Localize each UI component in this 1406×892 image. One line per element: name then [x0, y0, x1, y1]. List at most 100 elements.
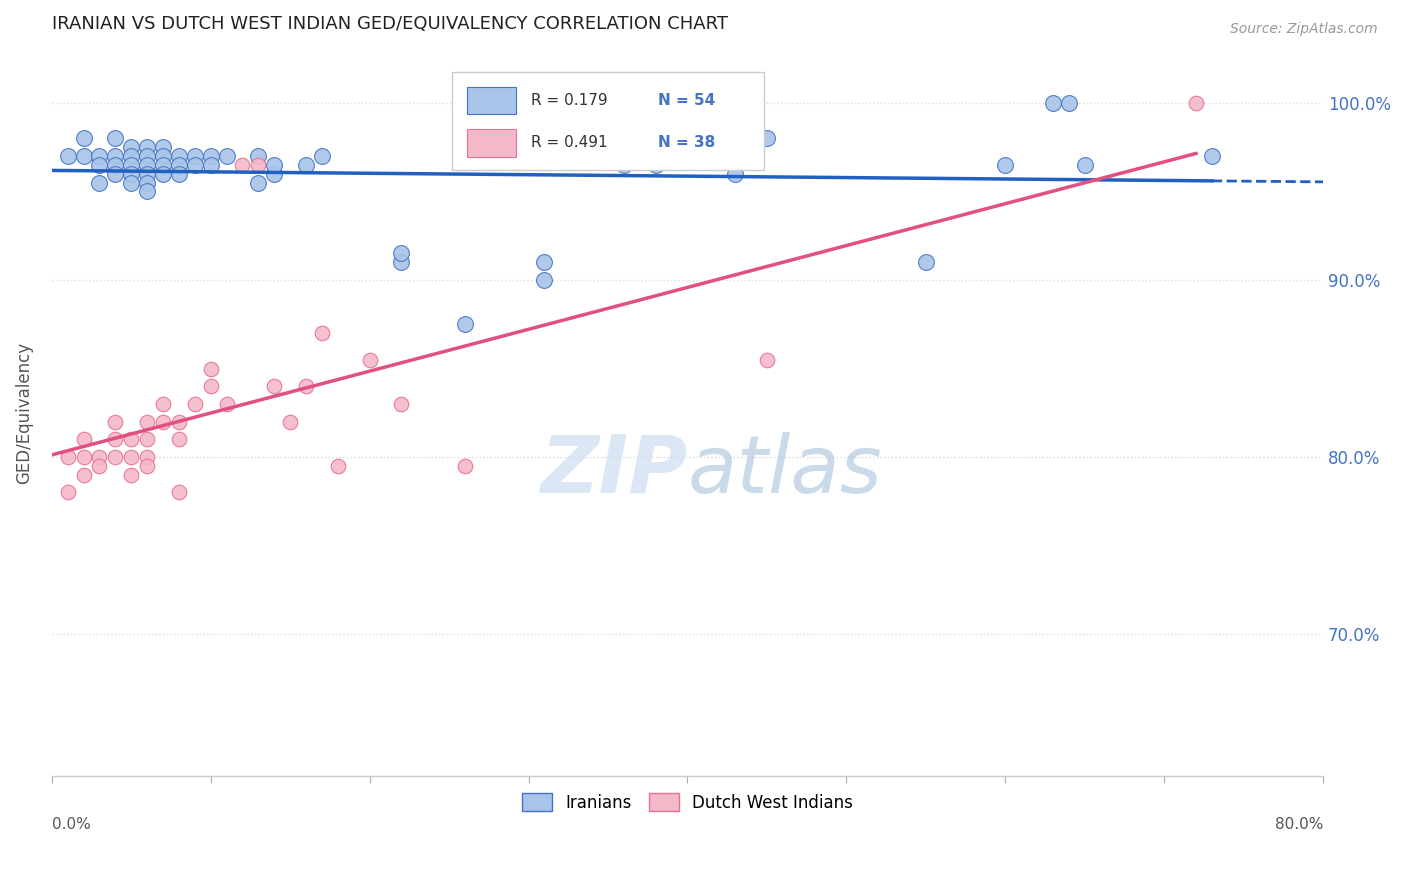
- Point: [295, 379, 318, 393]
- Point: [72, 433, 94, 447]
- Point: [1185, 95, 1208, 110]
- Point: [295, 158, 318, 172]
- Text: 0.0%: 0.0%: [52, 817, 90, 832]
- Point: [72, 131, 94, 145]
- Point: [136, 140, 159, 154]
- Point: [89, 458, 111, 473]
- Text: 80.0%: 80.0%: [1275, 817, 1323, 832]
- Point: [136, 167, 159, 181]
- Text: N = 38: N = 38: [658, 136, 716, 150]
- Point: [152, 397, 174, 411]
- Point: [104, 131, 127, 145]
- Text: Source: ZipAtlas.com: Source: ZipAtlas.com: [1230, 22, 1378, 37]
- Point: [263, 158, 285, 172]
- Point: [359, 352, 381, 367]
- Point: [120, 433, 142, 447]
- Point: [914, 255, 936, 269]
- Point: [200, 149, 222, 163]
- Text: R = 0.179: R = 0.179: [531, 93, 607, 108]
- Text: IRANIAN VS DUTCH WEST INDIAN GED/EQUIVALENCY CORRELATION CHART: IRANIAN VS DUTCH WEST INDIAN GED/EQUIVAL…: [52, 15, 728, 33]
- Point: [56, 485, 79, 500]
- Point: [247, 149, 270, 163]
- Text: R = 0.491: R = 0.491: [531, 136, 607, 150]
- FancyBboxPatch shape: [453, 71, 763, 169]
- Point: [89, 149, 111, 163]
- Point: [136, 185, 159, 199]
- Point: [120, 450, 142, 464]
- Point: [152, 149, 174, 163]
- Point: [247, 158, 270, 172]
- Point: [136, 415, 159, 429]
- Point: [247, 176, 270, 190]
- Point: [533, 273, 555, 287]
- Point: [454, 318, 477, 332]
- Point: [215, 149, 238, 163]
- Point: [1057, 95, 1080, 110]
- Text: N = 54: N = 54: [658, 93, 716, 108]
- Point: [184, 397, 207, 411]
- Point: [104, 433, 127, 447]
- Point: [167, 149, 190, 163]
- Point: [724, 167, 747, 181]
- Point: [167, 167, 190, 181]
- Point: [120, 140, 142, 154]
- Text: ZIP: ZIP: [540, 432, 688, 510]
- Point: [311, 326, 333, 340]
- Point: [72, 149, 94, 163]
- Point: [136, 450, 159, 464]
- Point: [120, 467, 142, 482]
- Point: [120, 158, 142, 172]
- Point: [56, 450, 79, 464]
- Point: [231, 158, 253, 172]
- Point: [167, 158, 190, 172]
- Point: [613, 158, 636, 172]
- Point: [184, 158, 207, 172]
- Point: [644, 158, 666, 172]
- Point: [136, 433, 159, 447]
- Point: [389, 255, 412, 269]
- Point: [152, 140, 174, 154]
- Point: [167, 485, 190, 500]
- Point: [389, 246, 412, 260]
- Y-axis label: GED/Equivalency: GED/Equivalency: [15, 342, 32, 483]
- Point: [104, 149, 127, 163]
- Point: [89, 450, 111, 464]
- Point: [152, 415, 174, 429]
- Point: [89, 176, 111, 190]
- Point: [200, 379, 222, 393]
- Point: [389, 397, 412, 411]
- Point: [120, 167, 142, 181]
- Point: [89, 158, 111, 172]
- Point: [136, 176, 159, 190]
- Point: [56, 149, 79, 163]
- Point: [1074, 158, 1097, 172]
- Point: [152, 158, 174, 172]
- Point: [263, 379, 285, 393]
- Point: [104, 415, 127, 429]
- Point: [278, 415, 301, 429]
- Point: [104, 167, 127, 181]
- Text: atlas: atlas: [688, 432, 882, 510]
- Point: [104, 158, 127, 172]
- Point: [994, 158, 1017, 172]
- Point: [326, 458, 349, 473]
- Point: [104, 450, 127, 464]
- Point: [120, 149, 142, 163]
- Point: [136, 458, 159, 473]
- Point: [263, 167, 285, 181]
- Point: [755, 131, 778, 145]
- FancyBboxPatch shape: [467, 129, 516, 156]
- Point: [1201, 149, 1223, 163]
- Point: [200, 361, 222, 376]
- Point: [533, 255, 555, 269]
- Point: [1042, 95, 1064, 110]
- Point: [136, 158, 159, 172]
- Point: [755, 352, 778, 367]
- Legend: Iranians, Dutch West Indians: Iranians, Dutch West Indians: [516, 786, 859, 818]
- Point: [200, 158, 222, 172]
- Point: [454, 458, 477, 473]
- Point: [167, 415, 190, 429]
- Point: [215, 397, 238, 411]
- Point: [152, 167, 174, 181]
- Point: [167, 433, 190, 447]
